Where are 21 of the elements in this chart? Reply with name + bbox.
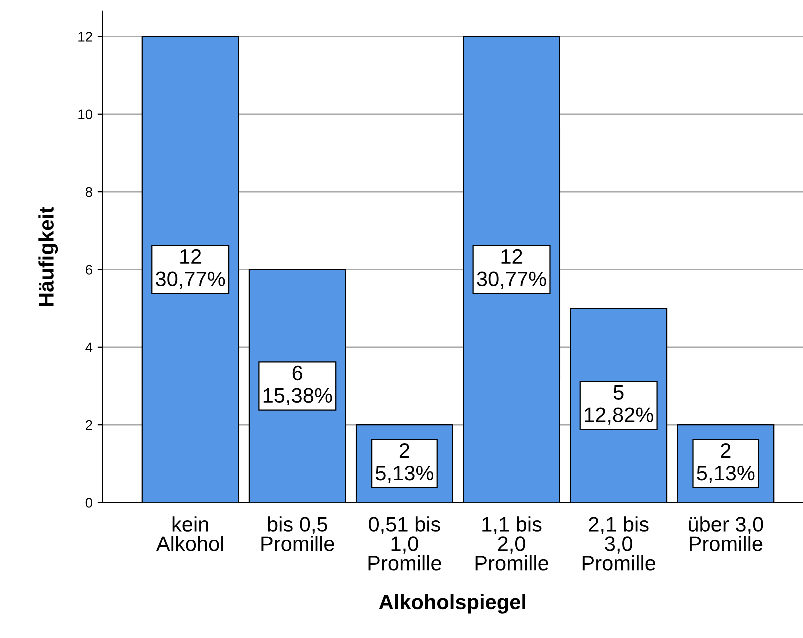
data-label: 5 12,82% — [585, 385, 654, 425]
data-label: 6 15,38% — [264, 366, 332, 406]
x-tick-label: kein Alkohol — [156, 516, 224, 552]
y-tick-label: 6 — [86, 265, 92, 275]
x-tick-label: 0,51 bis 1,0 Promille — [368, 516, 442, 571]
data-label: 2 5,13% — [376, 444, 434, 484]
y-tick-label: 2 — [86, 420, 92, 430]
y-tick-label: 4 — [86, 342, 93, 352]
y-tick-label: 12 — [78, 32, 92, 42]
y-axis-title: Häufigkeit — [38, 207, 58, 306]
x-tick-label: 2,1 bis 3,0 Promille — [582, 516, 656, 571]
y-tick-label: 8 — [86, 187, 92, 198]
data-label: 12 30,77% — [477, 249, 546, 290]
data-label: 12 30,77% — [156, 249, 226, 290]
x-tick-label: bis 0,5 Promille — [262, 516, 334, 552]
x-axis-title: Alkoholspiegel — [379, 594, 526, 614]
x-tick-label: 1,1 bis 2,0 Promille — [476, 516, 548, 571]
data-label: 2 5,13% — [697, 444, 755, 484]
y-tick-label: 10 — [78, 110, 93, 120]
y-tick-label: 0 — [86, 498, 93, 508]
x-tick-label: über 3,0 Promille — [689, 516, 764, 552]
